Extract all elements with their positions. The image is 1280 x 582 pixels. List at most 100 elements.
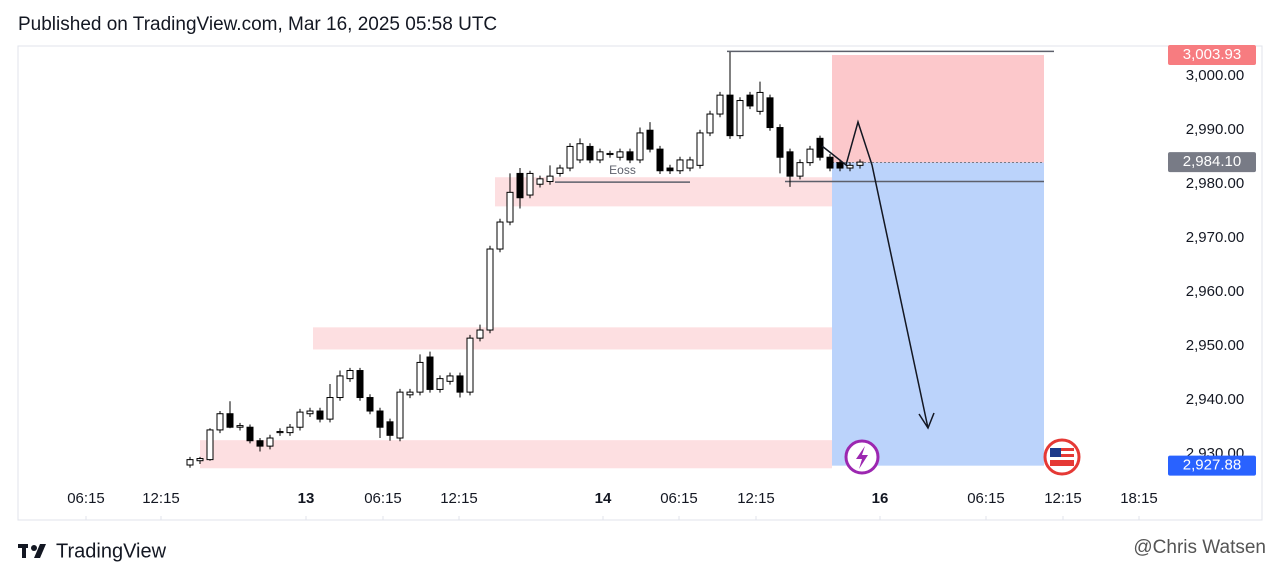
candle-body [716,94,724,115]
candle-body [706,113,714,134]
candle-body [346,370,354,380]
candle-body [426,356,434,390]
price-badge [1168,152,1256,173]
candle-body [656,148,664,172]
candle-body [506,191,514,223]
candle-body [806,148,814,164]
candle-body [746,94,754,107]
candle-body [296,411,304,428]
header: Published on TradingView.com, Mar 16, 20… [18,14,498,35]
candle-body [646,129,654,150]
x-tick-label: 06:15 [967,490,1005,507]
y-tick-label: 2,960.00 [1186,283,1244,300]
candle-body [476,329,484,339]
y-tick-label: 2,990.00 [1186,121,1244,138]
candle-body [486,248,494,331]
candle-body [686,159,694,169]
y-tick-label: 2,950.00 [1186,337,1244,354]
candle-body [416,361,424,393]
candle-body [246,426,254,442]
candle-body [216,413,224,431]
watermark: @Chris Watsen [1133,537,1266,558]
stop-area [832,55,1044,163]
candle-body [546,175,554,183]
price-badge [1168,45,1256,66]
candle-body [276,431,284,434]
candle-body [496,221,504,250]
target-area [832,162,1044,466]
candle-body [456,375,464,393]
arrow-drawing [821,119,929,429]
y-tick-label: 3,000.00 [1186,67,1244,84]
candle-body [626,151,634,161]
price-badge-label: 2,927.88 [1183,457,1241,474]
plot: 06:15 12:15 13 06:15 12:15 14 06:15 12:15 16 06:1… [67,50,1169,520]
candle-body [306,410,314,415]
x-tick-label: 12:15 [1044,490,1082,507]
x-tick-label: 06:15 [364,490,402,507]
candle-body [186,459,194,466]
candle-body [196,458,204,462]
x-tick-label: 06:15 [660,490,698,507]
price-badge [1168,455,1256,476]
candle-body [526,172,534,196]
candle-body [796,162,804,177]
candle-body [206,429,214,461]
candle-body [726,94,734,137]
x-tick-label: 16 [872,490,889,507]
level-label: Eoss [609,163,636,177]
footer: TradingView [56,540,167,562]
y-tick-label: 2,970.00 [1186,229,1244,246]
candle-body [406,391,414,396]
x-tick-label: 12:15 [142,490,180,507]
candle-body [606,152,614,156]
candle-body [336,375,344,399]
candle-body [466,337,474,393]
candle-body [756,91,764,112]
candle-body [236,425,244,428]
candle-body [676,159,684,172]
arrow-head [918,412,935,430]
candle-body [446,375,454,382]
candle-body [316,410,324,420]
y-tick-label: 2,980.00 [1186,175,1244,192]
flag-icon [1043,438,1081,476]
candle-body [536,178,544,185]
candle-body [616,151,624,158]
candle-body [286,426,294,434]
x-tick-label: 18:15 [1120,490,1158,507]
candle-body [596,151,604,161]
x-tick-label: 06:15 [67,490,105,507]
candle-body [556,167,564,174]
candle-body [826,156,834,169]
candle-body [636,132,644,161]
candle-body [376,410,384,428]
candle-body [436,378,444,390]
candle-body [586,145,594,161]
candle-body [566,145,574,169]
candle-body [776,127,784,158]
zone [200,440,832,469]
price-badge-label: 3,003.93 [1183,46,1241,63]
candle-body [696,132,704,166]
candle-body [666,167,674,172]
candle-body [356,370,364,399]
candle-body [786,151,794,177]
y-tick-label: 2,940.00 [1186,391,1244,408]
candle-body [386,421,394,436]
candle-body [326,397,334,420]
x-tick-label: 12:15 [737,490,775,507]
logo [18,544,46,558]
x-tick-label: 12:15 [440,490,478,507]
candle-body [396,391,404,439]
zone [313,327,832,350]
candle-body [766,97,774,129]
price-badge-label: 2,984.10 [1183,153,1241,170]
candle-body [856,161,864,166]
x-tick-label: 13 [298,490,315,507]
candle-body [256,440,264,447]
candle-body [836,162,844,169]
candle-body [266,437,274,447]
